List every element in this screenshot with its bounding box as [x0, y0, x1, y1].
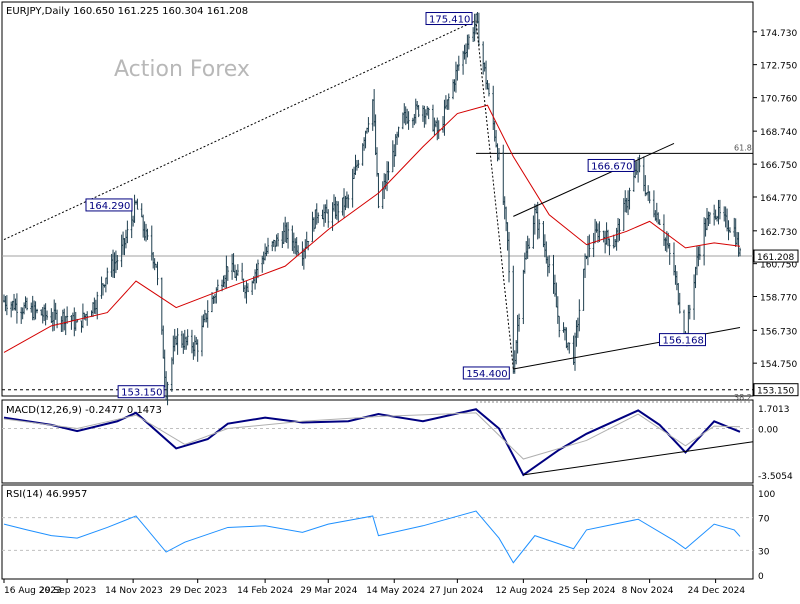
- rsi-title: RSI(14) 46.9957: [6, 489, 87, 500]
- price-y-tick-label: 170.760: [760, 95, 797, 105]
- price-label: 154.400: [466, 369, 507, 380]
- x-tick-label: 29 Mar 2024: [300, 586, 357, 596]
- price-label-box: [117, 385, 165, 399]
- rsi-y-tick-label: 100: [758, 490, 775, 500]
- price-label-box: [462, 366, 510, 380]
- trendline: [513, 327, 741, 370]
- macd-y-tick-label: -3.5054: [758, 472, 793, 482]
- current-price-label: 161.208: [757, 253, 794, 263]
- price-y-tick-label: 168.740: [760, 128, 797, 138]
- x-tick-label: 16 Aug 2023: [4, 586, 62, 596]
- macd-panel: [1, 399, 754, 484]
- rsi-line: [3, 510, 741, 564]
- price-label: 153.150: [121, 388, 162, 399]
- price-y-tick-label: 174.730: [760, 29, 797, 39]
- macd-trendline: [523, 441, 754, 476]
- price-y-tick-label: 160.750: [760, 261, 797, 271]
- watermark: Action Forex: [114, 57, 250, 82]
- symbol-info: EURJPY,Daily 160.650 161.225 160.304 161…: [6, 6, 248, 17]
- macd-title: MACD(12,26,9) -0.2477 0.1473: [6, 405, 162, 416]
- x-tick-label: 29 Sep 2023: [39, 586, 96, 596]
- price-y-tick-label: 156.730: [760, 327, 797, 337]
- support-price-label: 153.150: [757, 387, 794, 397]
- x-tick-label: 24 Dec 2024: [688, 586, 746, 596]
- rsi-y-tick-label: 70: [758, 515, 770, 525]
- price-y-tick-label: 172.750: [760, 62, 797, 72]
- x-tick-label: 14 Feb 2024: [237, 586, 293, 596]
- price-y-tick-label: 158.770: [760, 293, 797, 303]
- trendline: [475, 20, 514, 370]
- x-tick-label: 8 Nov 2024: [622, 586, 674, 596]
- price-label-box: [587, 158, 635, 172]
- fib-382-label: 38.2: [734, 393, 752, 402]
- moving-average-line: [3, 104, 741, 353]
- price-y-tick-label: 164.770: [760, 194, 797, 204]
- price-label: 175.410: [429, 15, 470, 26]
- macd-signal-line: [3, 412, 741, 460]
- x-tick-label: 25 Sep 2024: [558, 586, 615, 596]
- price-panel: [1, 1, 754, 397]
- price-y-tick-label: 162.730: [760, 228, 797, 238]
- trendline: [513, 142, 675, 217]
- x-tick-label: 14 May 2024: [366, 586, 425, 596]
- price-label: 164.290: [89, 201, 130, 212]
- x-tick-label: 14 Nov 2023: [105, 586, 163, 596]
- rsi-y-tick-label: 0: [758, 572, 764, 582]
- price-label-box: [658, 333, 706, 347]
- x-tick-label: 29 Dec 2023: [170, 586, 228, 596]
- price-y-tick-label: 154.750: [760, 360, 797, 370]
- macd-y-tick-label: 0.00: [758, 426, 778, 436]
- trendline: [3, 20, 477, 241]
- price-label-box: [85, 198, 133, 212]
- rsi-y-tick-label: 30: [758, 547, 770, 557]
- x-tick-label: 12 Aug 2024: [495, 586, 553, 596]
- rsi-panel: [1, 484, 754, 580]
- x-tick-label: 27 Jun 2024: [429, 586, 483, 596]
- current-price-box: [753, 249, 799, 263]
- macd-line: [3, 408, 741, 477]
- fib-618-label: 61.8: [734, 143, 752, 152]
- macd-y-tick-label: 1.7013: [758, 405, 790, 415]
- price-y-tick-label: 166.750: [760, 161, 797, 171]
- support-price-box: [753, 383, 799, 397]
- price-label-box: [425, 12, 473, 26]
- price-label: 166.670: [591, 161, 632, 172]
- price-label: 156.168: [662, 336, 703, 347]
